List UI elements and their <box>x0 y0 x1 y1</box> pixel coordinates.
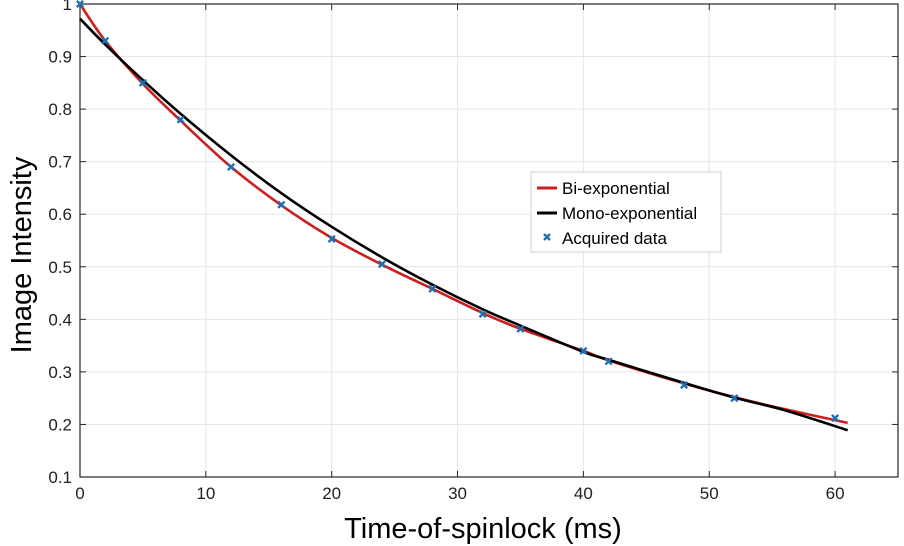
data-point-acquired-data <box>831 414 840 423</box>
y-tick-label: 0.6 <box>48 205 72 224</box>
x-tick-label: 40 <box>574 484 593 503</box>
legend-label-bi-exponential: Bi-exponential <box>562 179 670 198</box>
y-tick-label: 1 <box>63 0 72 14</box>
y-tick-label: 0.3 <box>48 363 72 382</box>
data-point-acquired-data <box>101 36 110 45</box>
y-tick-label: 0.9 <box>48 48 72 67</box>
y-tick-label: 0.4 <box>48 310 72 329</box>
data-point-acquired-data <box>377 260 387 269</box>
y-axis-title: Image Intensity <box>6 156 38 353</box>
x-tick-label: 10 <box>196 484 215 503</box>
plot-frame <box>79 3 899 478</box>
data-point-acquired-data <box>428 284 437 293</box>
x-tick-label: 30 <box>448 484 467 503</box>
legend-box <box>530 171 722 253</box>
data-point-acquired-data <box>516 324 525 333</box>
x-tick-label: 20 <box>322 484 341 503</box>
y-tick-label: 0.7 <box>48 153 72 172</box>
series-line-mono-exponential <box>79 17 849 432</box>
y-tick-label: 0.1 <box>48 468 72 487</box>
data-point-acquired-data <box>579 346 588 355</box>
legend-label-acquired-data: Acquired data <box>562 229 667 248</box>
x-tick-label: 0 <box>75 484 84 503</box>
x-tick-label: 60 <box>826 484 845 503</box>
data-point-acquired-data <box>138 78 147 87</box>
x-axis-title: Time-of-spinlock (ms) <box>344 513 622 545</box>
data-point-acquired-data <box>277 200 286 209</box>
data-point-acquired-data <box>680 380 689 390</box>
legend-marker-acquired-data <box>543 233 551 241</box>
data-point-acquired-data <box>176 115 185 124</box>
x-tick-labels: 0 10 20 30 40 50 60 <box>75 484 844 503</box>
legend-label-mono-exponential: Mono-exponential <box>562 204 697 223</box>
data-point-acquired-data <box>327 234 336 243</box>
y-tick-labels: 0.1 0.2 0.3 0.4 0.5 0.6 0.7 0.8 0.9 1 <box>48 0 72 487</box>
data-point-acquired-data <box>75 0 85 9</box>
data-point-acquired-data <box>730 394 739 403</box>
y-tick-label: 0.5 <box>48 258 72 277</box>
y-tick-label: 0.8 <box>48 100 72 119</box>
legend: Bi-exponential Mono-exponential Acquired… <box>530 171 722 253</box>
data-point-acquired-data <box>478 310 487 319</box>
x-tick-label: 50 <box>700 484 719 503</box>
data-point-acquired-data <box>226 162 236 171</box>
y-tick-label: 0.2 <box>48 415 72 434</box>
series-layer <box>75 0 849 432</box>
data-point-acquired-data <box>604 357 613 366</box>
